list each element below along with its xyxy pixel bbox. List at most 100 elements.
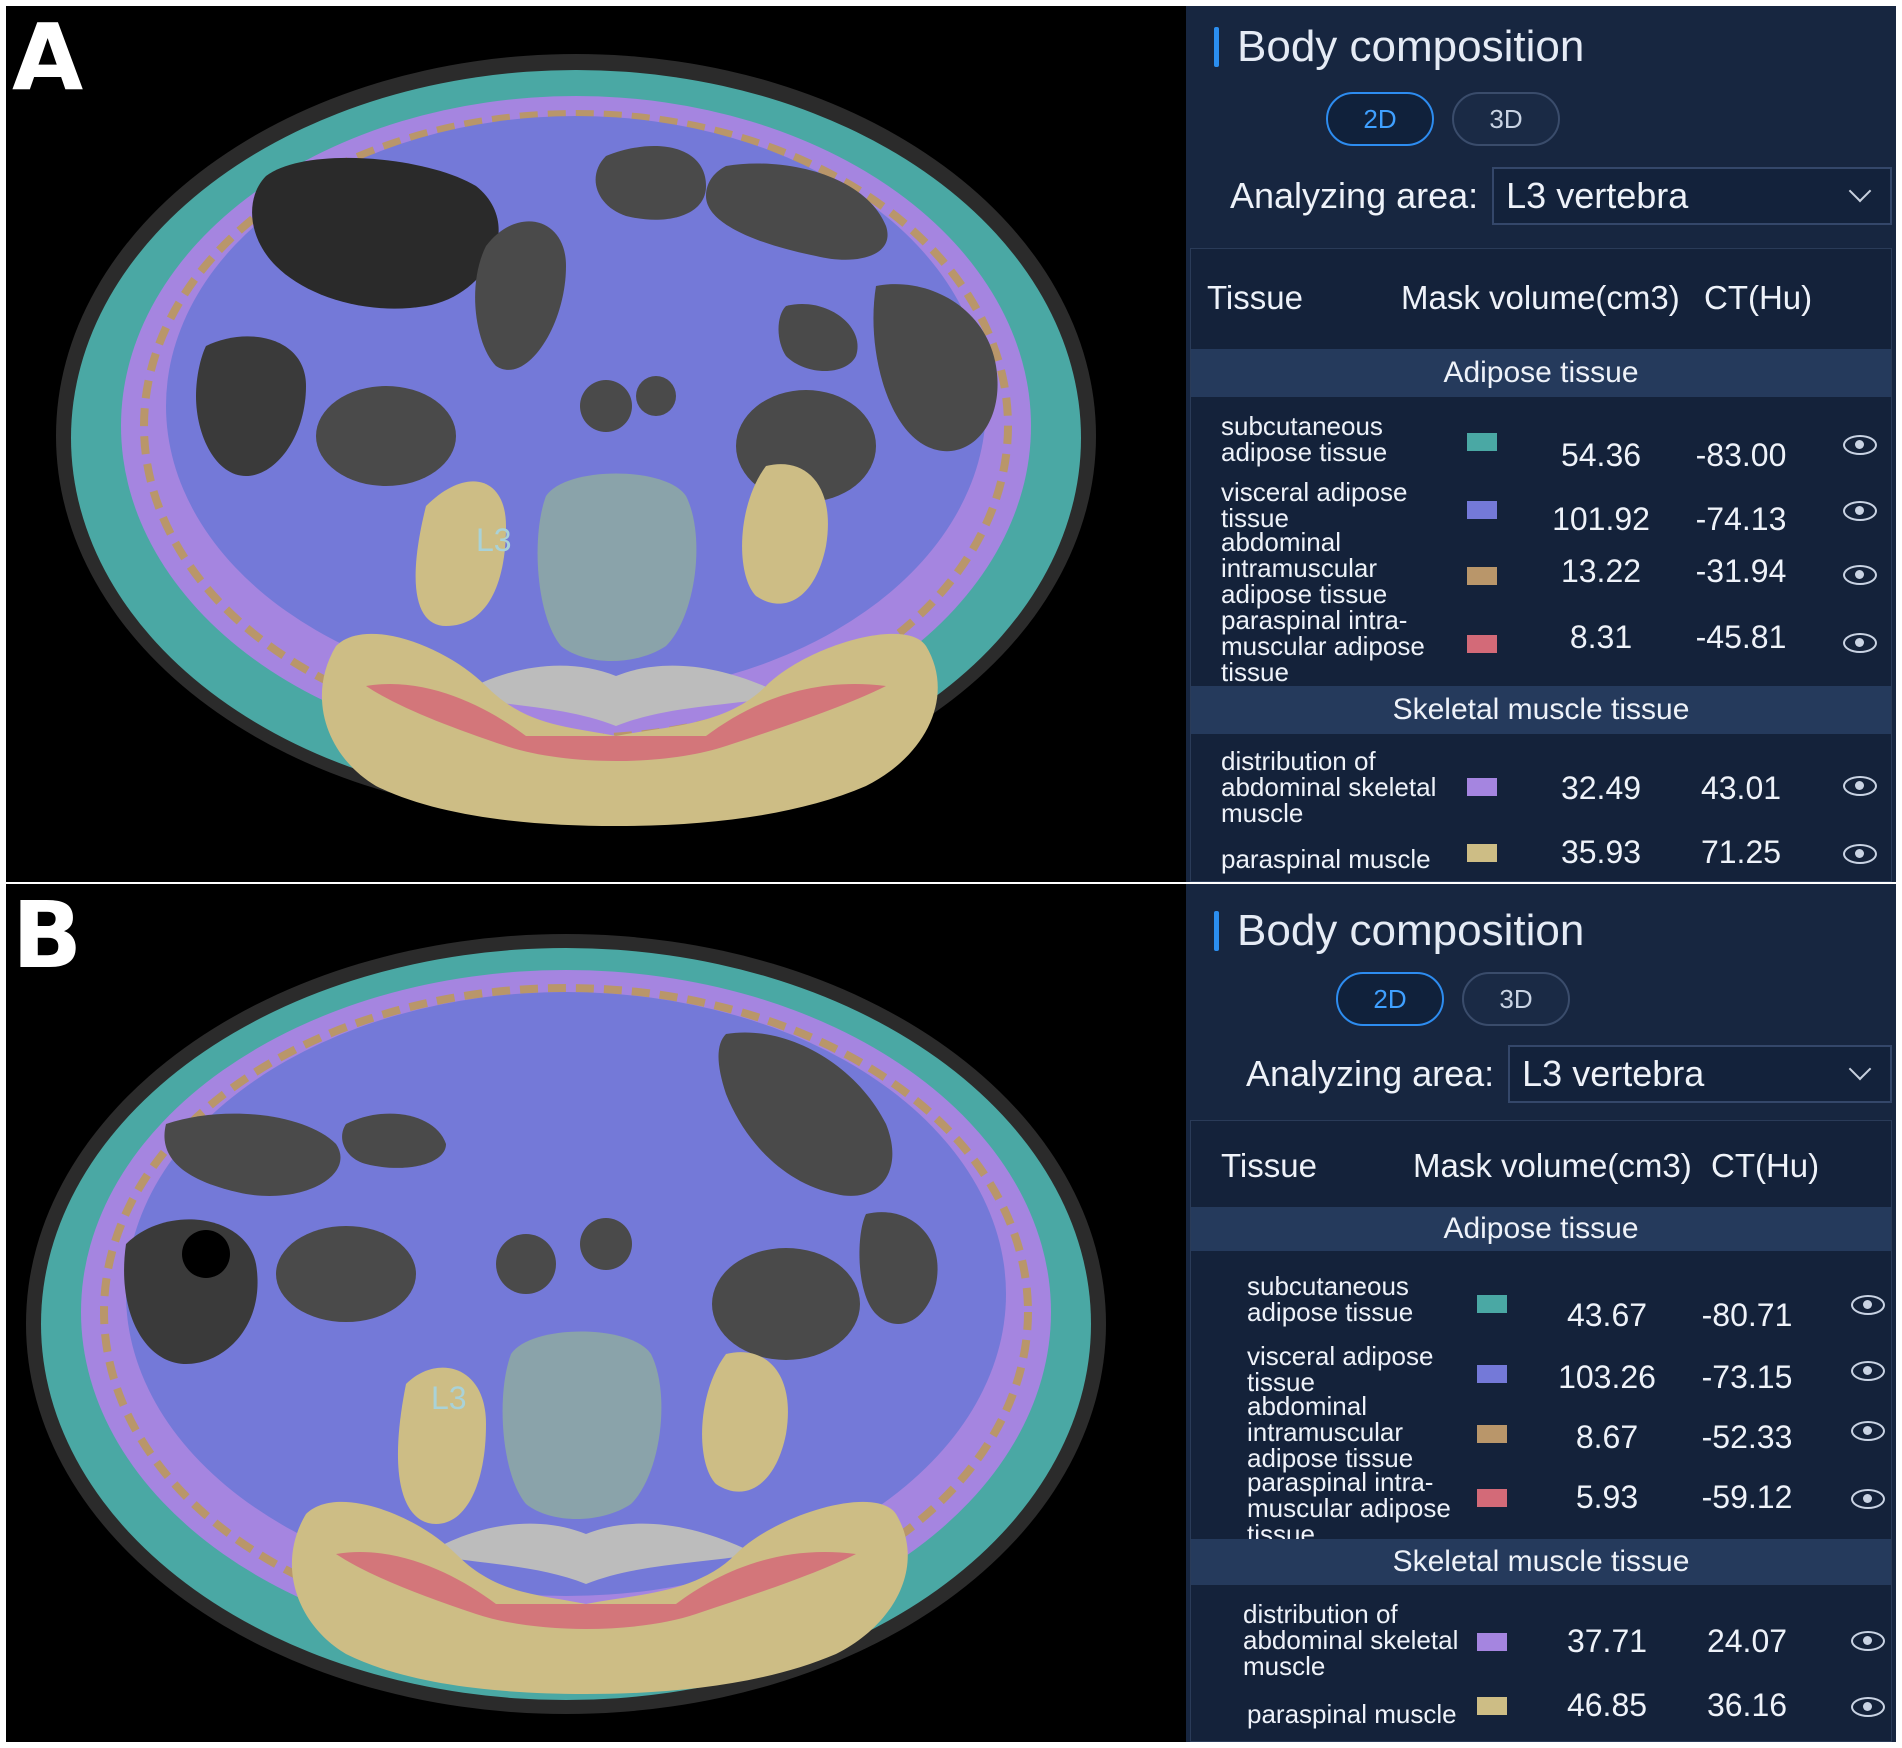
bowel-loop [706,163,888,260]
ct-slice-svg [6,884,1184,1742]
body-composition-panel: Body composition 2D 3D Analyzing area: L… [1186,884,1896,1742]
tab-2d[interactable]: 2D [1336,972,1444,1026]
bowel-loop [164,1113,341,1196]
volume-value: 54.36 [1560,437,1642,473]
volume-value: 13.22 [1560,553,1642,589]
ct-value: 24.07 [1706,1623,1788,1659]
chevron-down-icon[interactable] [1848,1057,1872,1081]
panel-label: A [12,6,84,111]
body-composition-panel: Body composition 2D 3D Analyzing area: L… [1186,6,1896,882]
volume-value: 101.92 [1552,501,1650,537]
paraspinal-intramuscular [336,1552,856,1629]
panel-a: A L3 Body composition 2D 3D Analyzing ar… [6,6,1896,882]
ct-slice-image [6,884,1184,1742]
ct-value: 71.25 [1700,834,1782,870]
table-header: Tissue Mask volume(cm3) CT(Hu) [1191,1121,1891,1207]
mask-swatch [1467,844,1497,862]
eye-icon[interactable] [1851,1631,1885,1651]
ct-value: -31.94 [1695,553,1787,589]
table-row: distribution of abdominal skeletal muscle … [1191,1585,1891,1679]
table-row: visceral adipose tissue 101.92 -74.13 [1191,465,1891,537]
intramuscular-band [140,110,1012,742]
table-row: paraspinal muscle 46.85 36.16 [1191,1675,1891,1739]
ct-value: 36.16 [1706,1687,1788,1723]
section-muscle: Skeletal muscle tissue [1191,686,1891,734]
ct-slice-image [6,6,1184,882]
tab-2d[interactable]: 2D [1326,92,1434,146]
paraspinal-muscle [321,633,938,826]
eye-icon[interactable] [1843,435,1877,455]
eye-icon[interactable] [1843,844,1877,864]
mask-swatch [1477,1295,1507,1313]
bowel-loop [718,1032,893,1196]
mask-swatch [1467,635,1497,653]
ct-value: -73.15 [1701,1359,1793,1395]
tab-3d[interactable]: 3D [1452,92,1560,146]
tissue-name: distribution of abdominal skeletal muscle [1221,746,1437,828]
eye-icon[interactable] [1843,776,1877,796]
analyzing-area-select[interactable]: L3 vertebra [1492,167,1892,225]
paraspinal-muscle [291,1501,908,1694]
bowel-loop [475,221,566,370]
tissue-table: Tissue Mask volume(cm3) CT(Hu) Adipose t… [1190,248,1892,882]
analyzing-area-select[interactable]: L3 vertebra [1508,1045,1892,1103]
tissue-name: visceral adipose tissue [1221,477,1408,533]
mask-swatch [1477,1425,1507,1443]
view-tabs: 2D 3D [1326,92,1560,146]
section-muscle: Skeletal muscle tissue [1191,1539,1891,1585]
eye-icon[interactable] [1851,1421,1885,1441]
tissue-name: paraspinal intra-muscular adipose tissue [1247,1467,1451,1549]
panel-b: B L3 Body composition 2D 3D Analyzing ar… [6,884,1896,1742]
psoas-left [397,1367,486,1524]
mask-swatch [1467,433,1497,451]
bowel-loop [778,304,858,371]
bowel-loop [873,284,998,452]
table-row: abdominal intramuscular adipose tissue 13.… [1191,529,1891,607]
mask-swatch [1477,1489,1507,1507]
tissue-name: abdominal intramuscular adipose tissue [1221,527,1388,609]
tissue-name: paraspinal muscle [1221,844,1431,874]
eye-icon[interactable] [1843,633,1877,653]
title-text: Body composition [1237,906,1585,955]
volume-value: 35.93 [1560,834,1642,870]
header-tissue: Tissue [1221,1147,1317,1184]
analyzing-area-label: Analyzing area: [1246,1053,1495,1094]
tab-3d[interactable]: 3D [1462,972,1570,1026]
eye-icon[interactable] [1851,1489,1885,1509]
ct-value: -59.12 [1701,1479,1793,1515]
analyzing-area-row: Analyzing area: L3 vertebra [1246,1044,1892,1104]
volume-value: 103.26 [1558,1359,1656,1395]
title-text: Body composition [1237,22,1585,71]
kidney-left [316,386,456,486]
psoas-right [742,464,828,604]
analyzing-area-value: L3 vertebra [1506,175,1689,216]
eye-icon[interactable] [1851,1697,1885,1717]
vessel [496,1234,556,1294]
vertebral-body [537,473,697,661]
eye-icon[interactable] [1851,1361,1885,1381]
header-mask: Mask [1401,279,1480,316]
volume-value: 46.85 [1566,1687,1648,1723]
vessel [636,376,676,416]
table-row: subcutaneous adipose tissue 43.67 -80.71 [1191,1251,1891,1333]
view-tabs: 2D 3D [1336,972,1570,1026]
mask-swatch [1467,501,1497,519]
ct-value: -45.81 [1695,619,1787,655]
mask-swatch [1477,1697,1507,1715]
kidney-right [712,1248,860,1360]
header-mask: Mask [1413,1147,1492,1184]
eye-icon[interactable] [1851,1295,1885,1315]
header-ct: CT(Hu) [1704,279,1813,316]
table-row: paraspinal intra-muscular adipose tissue … [1191,593,1891,685]
analyzing-area-value: L3 vertebra [1522,1053,1705,1094]
header-volume: volume(cm3) [1489,279,1680,316]
tissue-name: paraspinal muscle [1247,1699,1457,1729]
chevron-down-icon[interactable] [1848,179,1872,203]
psoas-left [415,481,506,626]
eye-icon[interactable] [1843,565,1877,585]
bowel-loop [342,1113,446,1168]
eye-icon[interactable] [1843,501,1877,521]
section-adipose: Adipose tissue [1191,349,1891,397]
analyzing-area-row: Analyzing area: L3 vertebra [1230,166,1892,226]
vertebra-label: L3 [476,522,512,558]
